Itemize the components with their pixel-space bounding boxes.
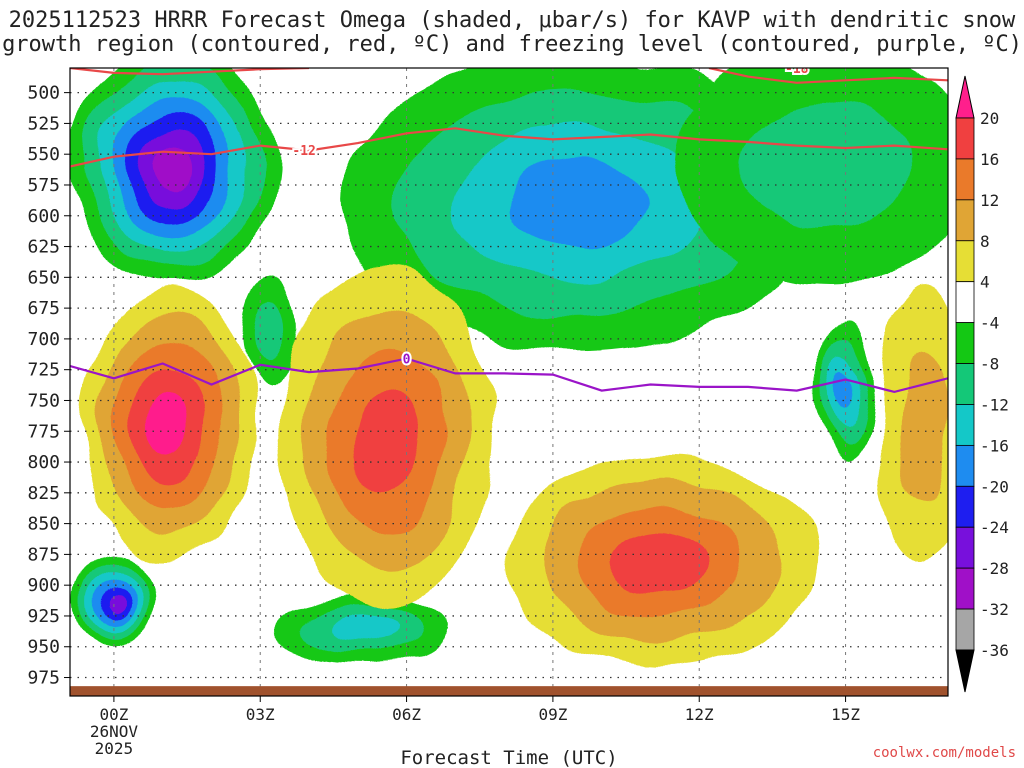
contours: -12 -18 0 <box>70 62 948 394</box>
y-tick-label-950: 950 <box>27 637 60 658</box>
x-tick-year: 2025 <box>95 739 134 758</box>
colorbar-box-0 <box>955 117 975 160</box>
colorbar-label--32: -32 <box>980 600 1009 619</box>
x-tick-date: 26NOV <box>90 722 139 741</box>
x-tick-label-00Z: 00Z <box>99 705 128 724</box>
x-tick-label-15Z: 15Z <box>831 705 860 724</box>
grid <box>70 68 948 696</box>
dendritic-contour-0-label: -12 <box>292 144 315 159</box>
colorbar-label--16: -16 <box>980 436 1009 455</box>
plot-area: -12 -18 0 <box>70 62 948 696</box>
y-tick-label-900: 900 <box>27 575 60 596</box>
left-descent-shade-20 <box>146 391 190 459</box>
colorbar-label--36: -36 <box>980 641 1009 660</box>
colorbar-label--12: -12 <box>980 395 1009 414</box>
colorbar-label-4: 4 <box>980 273 990 292</box>
freezing-level-contour-label: 0 <box>403 353 411 368</box>
colorbar-label-8: 8 <box>980 232 990 251</box>
colorbar-box-1 <box>955 158 975 201</box>
y-tick-label-600: 600 <box>27 206 60 227</box>
colorbar-label-20: 20 <box>980 109 999 128</box>
x-tick-label-06Z: 06Z <box>392 705 421 724</box>
colorbar-label-12: 12 <box>980 191 999 210</box>
lower-right-descent-shade-16 <box>613 528 708 593</box>
y-tick-label-725: 725 <box>27 360 60 381</box>
y-tick-label-525: 525 <box>27 113 60 134</box>
terrain-surface <box>70 686 948 696</box>
colorbar-box-7 <box>955 404 975 446</box>
axes: 500 525 550 575 600 625 650 675 700 725 750 775 800 8… <box>27 83 860 758</box>
small-upper-ascent-shade--8 <box>254 301 286 365</box>
colorbar-label--24: -24 <box>980 518 1009 537</box>
colorbar-label--20: -20 <box>980 477 1009 496</box>
lower-left-ascent-shade--24 <box>105 589 123 611</box>
y-tick-label-775: 775 <box>27 421 60 442</box>
colorbar-top-arrow <box>955 75 975 119</box>
x-tick-label-12Z: 12Z <box>685 705 714 724</box>
colorbar-box-5 <box>955 322 975 364</box>
dendritic-contour-1-label: -18 <box>785 62 809 77</box>
colorbar: 20 16 12 8 4 -4 -8 -12 -16 -20 -24 -28 -32 -36 <box>955 75 1009 693</box>
y-tick-label-825: 825 <box>27 483 60 504</box>
credit-text: coolwx.com/models <box>872 745 1016 761</box>
upper-mid-ascent-shade--16 <box>506 158 649 249</box>
colorbar-box-11 <box>955 567 975 610</box>
y-tick-label-925: 925 <box>27 606 60 627</box>
colorbar-box-9 <box>955 485 975 528</box>
colorbar-box-4 <box>955 281 975 324</box>
y-tick-label-500: 500 <box>27 83 60 104</box>
y-tick-label-875: 875 <box>27 544 60 565</box>
freezing-level-contour <box>70 357 948 394</box>
chart-title-line-1: 2025112523 HRRR Forecast Omega (shaded, … <box>8 8 1016 33</box>
colorbar-label--4: -4 <box>980 314 999 333</box>
upper-left-ascent-shade--28 <box>154 145 191 188</box>
x-tick-label-03Z: 03Z <box>246 705 275 724</box>
colorbar-label-16: 16 <box>980 150 999 169</box>
y-tick-label-550: 550 <box>27 144 60 165</box>
y-tick-label-625: 625 <box>27 237 60 258</box>
upper-right-ascent-shade--8 <box>740 100 912 233</box>
y-tick-label-850: 850 <box>27 514 60 535</box>
dendritic-contour-2 <box>708 68 948 84</box>
y-tick-label-975: 975 <box>27 668 60 689</box>
colorbar-box-2 <box>955 199 975 242</box>
colorbar-box-12 <box>955 608 975 651</box>
y-tick-label-750: 750 <box>27 390 60 411</box>
colorbar-box-6 <box>955 363 975 405</box>
colorbar-label--28: -28 <box>980 559 1009 578</box>
colorbar-bottom-arrow <box>955 649 975 693</box>
dendritic-contour-0 <box>70 127 948 168</box>
far-right-descent-shade-8 <box>898 348 948 502</box>
y-tick-label-800: 800 <box>27 452 60 473</box>
colorbar-box-10 <box>955 526 975 569</box>
y-tick-label-650: 650 <box>27 267 60 288</box>
chart-title-line-2: growth region (contoured, red, ºC) and f… <box>2 32 1022 57</box>
center-descent-shade-16 <box>354 385 420 490</box>
plot-frame <box>69 67 949 697</box>
lower-mid-ascent-shade--12 <box>326 617 400 644</box>
x-tick-label-09Z: 09Z <box>538 705 567 724</box>
colorbar-box-8 <box>955 444 975 487</box>
colorbar-label--8: -8 <box>980 355 999 374</box>
colorbar-box-3 <box>955 240 975 283</box>
dendritic-contour-1 <box>70 68 310 76</box>
omega-shading <box>70 68 948 666</box>
y-tick-label-700: 700 <box>27 329 60 350</box>
x-axis-label: Forecast Time (UTC) <box>400 747 617 768</box>
y-tick-label-675: 675 <box>27 298 60 319</box>
y-tick-label-575: 575 <box>27 175 60 196</box>
